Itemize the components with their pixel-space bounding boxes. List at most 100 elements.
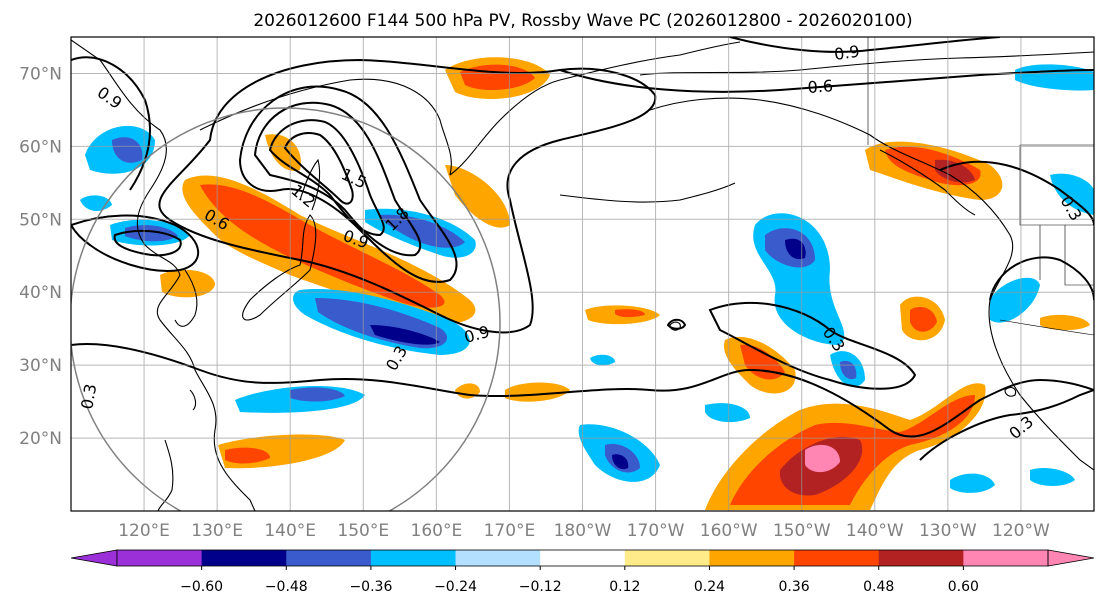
longitude-label: 140°W xyxy=(846,521,904,541)
negative-usa-west xyxy=(990,277,1040,323)
gridlines xyxy=(71,37,1094,511)
contour-arctic-06 xyxy=(559,69,1094,93)
coast-alaska-north xyxy=(639,51,1094,76)
longitude-label: 170°E xyxy=(484,521,536,541)
coast-small-island xyxy=(1004,386,1017,397)
border-mexico xyxy=(999,319,1094,336)
negative-central-north-deep xyxy=(785,238,806,260)
colorbar-segment xyxy=(370,550,457,566)
colorbar-segment xyxy=(963,550,1049,566)
map-title: 2026012600 F144 500 hPa PV, Rossby Wave … xyxy=(253,11,912,31)
contour-west-09 xyxy=(113,229,182,257)
contour-label: 0.6 xyxy=(807,76,834,97)
colorbar-segment xyxy=(794,550,880,566)
positive-small-3-core xyxy=(615,309,645,318)
negative-kamchatka-core xyxy=(380,214,465,248)
contour-east-03 xyxy=(939,160,1094,226)
positive-small-2 xyxy=(505,382,570,402)
longitude-label: 130°W xyxy=(919,521,977,541)
contour-big-outer xyxy=(158,58,657,334)
coastlines xyxy=(71,39,1094,511)
negative-siberia-core xyxy=(112,137,143,163)
negative-south-central-deep xyxy=(612,454,629,470)
positive-core-japan xyxy=(200,184,445,308)
colorbar-tick-label: −0.12 xyxy=(519,579,562,595)
colorbar-segment xyxy=(624,550,710,566)
longitude-label: 180°W xyxy=(554,521,612,541)
longitude-label: 160°W xyxy=(700,521,758,541)
negative-canada-south xyxy=(1050,173,1094,215)
contour-label: 0.9 xyxy=(833,42,861,64)
positive-spot-korea xyxy=(160,269,215,298)
negative-subtropic-west-core xyxy=(290,387,345,402)
longitude-label: 130°E xyxy=(191,521,243,541)
colorbar-segment xyxy=(540,550,626,566)
colorbar-tick-label: −0.48 xyxy=(265,579,308,595)
contour-arctic-09 xyxy=(729,37,1001,53)
coast-okhotsk xyxy=(199,78,452,176)
coast-philippines xyxy=(157,439,174,511)
coast-kamchatka xyxy=(449,79,561,176)
negative-small-b xyxy=(705,403,750,423)
contour-central-03 xyxy=(708,301,917,390)
positive-okhotsk xyxy=(445,165,510,228)
negative-mexico xyxy=(950,473,995,493)
latitude-label: 30°N xyxy=(19,356,62,376)
coast-asia-mainland xyxy=(71,39,256,511)
negative-east-south xyxy=(1030,468,1075,486)
longitude-label: 120°E xyxy=(118,521,170,541)
contour-south-east xyxy=(919,389,1094,461)
coast-sakhalin xyxy=(299,158,321,211)
border-usa-states xyxy=(1039,225,1094,286)
map-panel: 0.9 0.6 0.9 0.6 1.5 1.2 1.8 0.9 0.9 0.3 … xyxy=(71,37,1094,511)
positive-east-a-core xyxy=(910,306,937,332)
longitude-label: 170°W xyxy=(627,521,685,541)
colorbar-segment xyxy=(117,550,203,566)
longitude-labels: 120°E 130°E 140°E 150°E 160°E 170°E 180°W 170°W… xyxy=(118,521,1050,541)
coast-korea xyxy=(174,269,198,327)
coast-bc-islands xyxy=(879,149,976,216)
contour-loop-east xyxy=(989,256,1094,301)
latitude-label: 50°N xyxy=(19,210,62,230)
latitude-label: 20°N xyxy=(19,429,62,449)
contour-small-loop xyxy=(666,318,687,330)
coast-alaska xyxy=(649,97,1094,471)
coast-chukotka xyxy=(559,41,741,81)
contour-ring-4 xyxy=(283,132,354,205)
longitude-label: 120°W xyxy=(992,521,1050,541)
positive-alaska-deep xyxy=(935,159,975,183)
latitude-label: 70°N xyxy=(19,64,62,84)
colorbar-tick-label: 0.24 xyxy=(694,579,725,595)
coast-taiwan xyxy=(189,389,197,411)
colorbar-tick-label: −0.60 xyxy=(180,579,223,595)
colorbar-outline xyxy=(116,549,1049,567)
positive-subtropic-west-core xyxy=(225,447,270,464)
borders xyxy=(867,37,1094,336)
colorbar-segment xyxy=(455,550,541,566)
longitude-label: 150°W xyxy=(773,521,831,541)
negative-deep-japan xyxy=(370,325,440,345)
colorbar: −0.60 −0.48 −0.36 −0.24 −0.12 0.12 0.24 0.36 0.4… xyxy=(70,549,1095,595)
positive-usa xyxy=(1040,314,1090,331)
colorbar-tick-label: −0.24 xyxy=(434,579,477,595)
latitude-labels: 70°N 60°N 50°N 40°N 30°N 20°N xyxy=(19,64,62,449)
border-bc xyxy=(1019,145,1094,226)
latitude-label: 40°N xyxy=(19,283,62,303)
negative-small-a xyxy=(590,354,615,366)
map-frame xyxy=(70,36,1095,512)
colorbar-tick-label: −0.36 xyxy=(349,579,392,595)
colorbar-tick-label: 0.48 xyxy=(863,579,894,595)
coast-japan xyxy=(242,214,317,321)
positive-sakhalin xyxy=(265,134,301,171)
contour-label: 0.3 xyxy=(77,382,100,410)
contour-ring-1 xyxy=(238,85,458,283)
radius-circle xyxy=(71,107,501,511)
colorbar-extend-low xyxy=(70,549,118,567)
contour-ring-3 xyxy=(268,119,385,237)
positive-plume-peak xyxy=(805,444,840,473)
colorbar-tick-label: 0.60 xyxy=(948,579,979,595)
contour-pacific-03 xyxy=(71,343,1094,438)
colorbar-tick-label: 0.12 xyxy=(609,579,640,595)
colorbar-segment xyxy=(878,550,964,566)
